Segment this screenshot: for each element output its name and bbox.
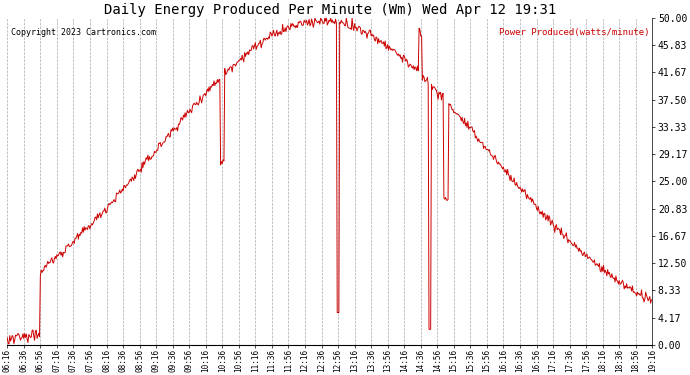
Title: Daily Energy Produced Per Minute (Wm) Wed Apr 12 19:31: Daily Energy Produced Per Minute (Wm) We… [104,3,556,17]
Text: Power Produced(watts/minute): Power Produced(watts/minute) [499,28,649,37]
Text: Copyright 2023 Cartronics.com: Copyright 2023 Cartronics.com [10,28,155,37]
